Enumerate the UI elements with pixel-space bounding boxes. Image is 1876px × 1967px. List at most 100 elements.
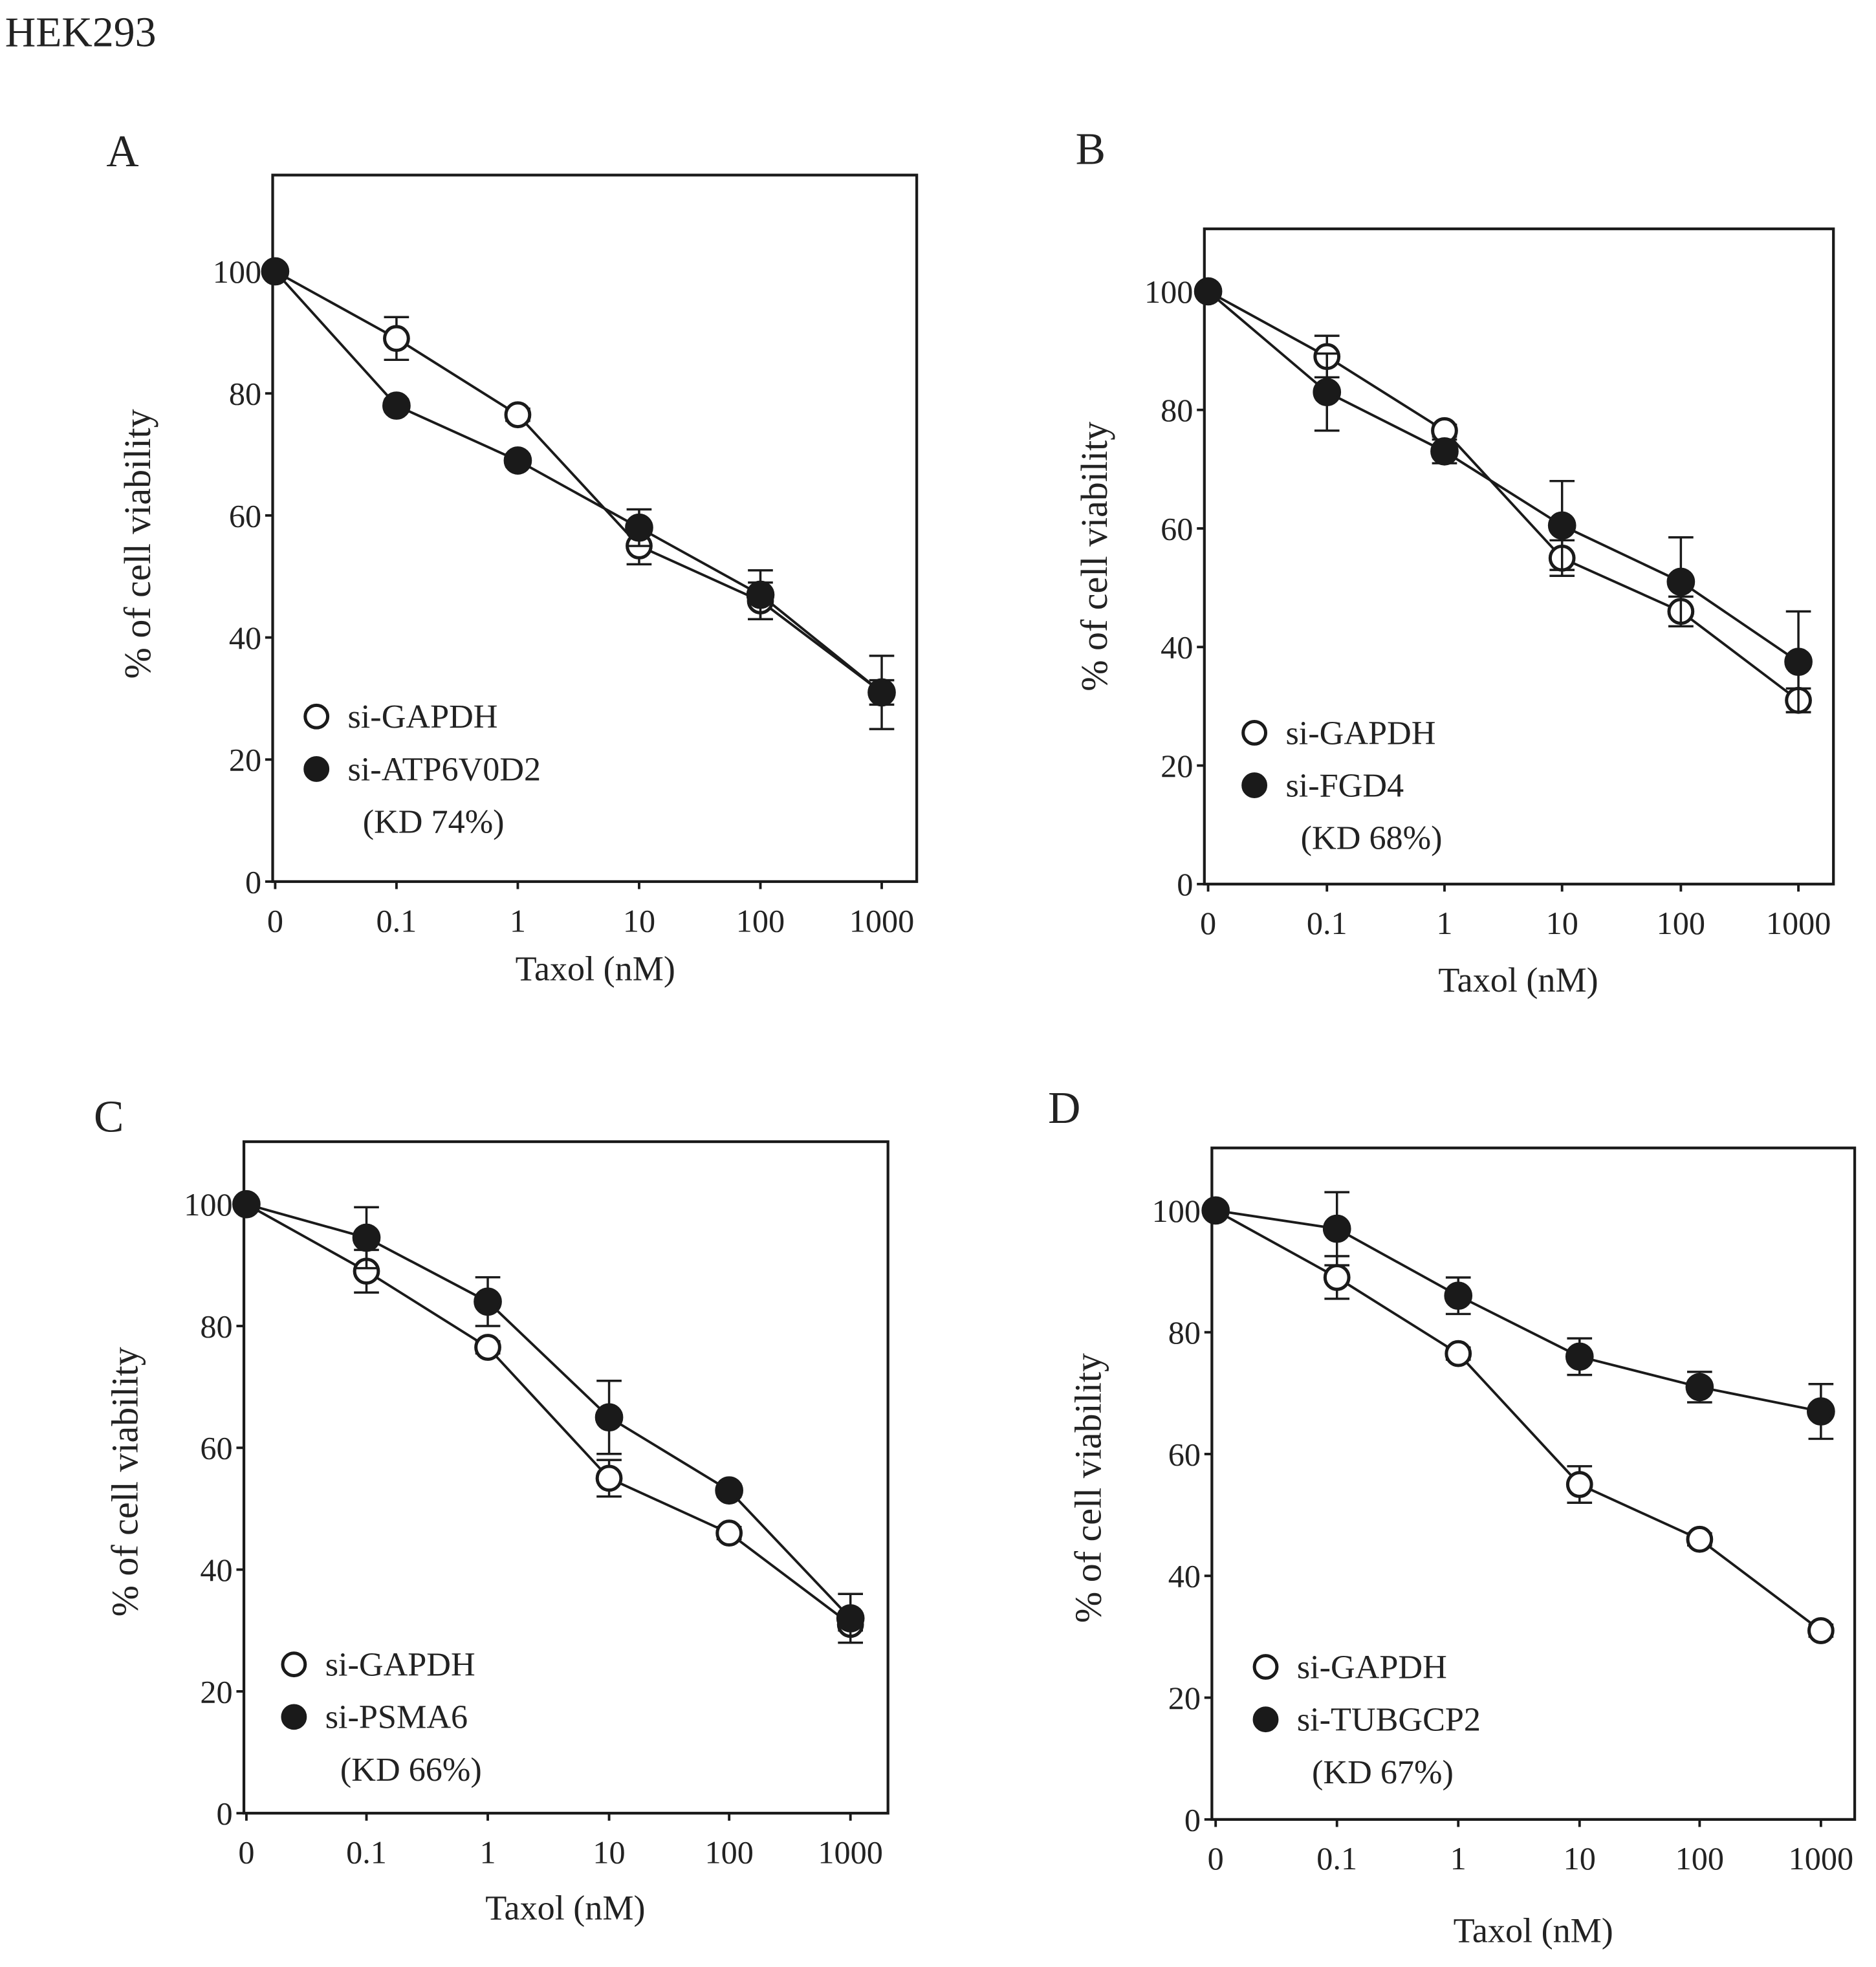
data-point — [261, 257, 290, 286]
data-point — [1194, 277, 1223, 306]
legend-label: si-FGD4 — [1285, 766, 1404, 804]
y-tick-label: 80 — [1168, 1314, 1201, 1351]
x-tick-label: 10 — [623, 902, 655, 939]
data-point — [503, 446, 532, 475]
legend-label: si-GAPDH — [348, 698, 498, 735]
data-point — [1444, 1281, 1473, 1310]
knockdown-note: (KD 68%) — [1301, 820, 1443, 857]
plot-frame — [271, 173, 919, 884]
x-tick-label: 100 — [704, 1834, 753, 1871]
x-tick-label: 0 — [1200, 905, 1216, 941]
x-tick-label: 100 — [1657, 905, 1705, 941]
data-point — [1322, 1214, 1351, 1243]
y-axis-label: % of cell viability — [1073, 422, 1115, 691]
y-axis-label: % of cell viability — [104, 1347, 146, 1616]
y-tick-label: 80 — [200, 1308, 232, 1344]
knockdown-note: (KD 67%) — [1312, 1754, 1454, 1791]
data-point — [1807, 1617, 1835, 1644]
series-line — [1215, 1209, 1822, 1632]
data-point — [232, 1190, 261, 1219]
legend-label: si-TUBGCP2 — [1297, 1701, 1481, 1739]
data-point — [382, 391, 411, 420]
x-axis-label: Taxol (nM) — [516, 950, 675, 988]
x-tick-label: 1 — [510, 902, 526, 939]
series-si-gapdh — [1202, 1197, 1835, 1644]
y-tick-label: 60 — [1168, 1436, 1201, 1472]
series-line — [274, 270, 883, 693]
data-point — [595, 1464, 623, 1492]
y-tick-label: 20 — [1168, 1680, 1201, 1716]
x-tick-label: 0.1 — [1307, 905, 1347, 941]
y-tick-label: 80 — [1161, 392, 1193, 428]
legend-marker — [1252, 1706, 1279, 1733]
legend-label: si-PSMA6 — [325, 1699, 468, 1736]
data-point — [1565, 1471, 1593, 1498]
y-tick-label: 0 — [245, 864, 261, 900]
data-point — [1666, 567, 1696, 596]
y-tick-label: 20 — [229, 742, 261, 778]
legend-label: si-GAPDH — [1297, 1648, 1447, 1686]
series-si-atp6v0d2 — [261, 257, 896, 730]
x-tick-label: 1000 — [849, 902, 915, 939]
legend-marker — [303, 756, 330, 782]
x-tick-label: 1000 — [818, 1834, 883, 1871]
y-tick-label: 100 — [184, 1186, 232, 1223]
series-line — [1207, 290, 1800, 663]
series-line — [1215, 1209, 1822, 1413]
data-point — [1686, 1525, 1714, 1553]
x-tick-label: 100 — [736, 902, 785, 939]
data-point — [1784, 647, 1813, 677]
plot-frame — [1203, 227, 1835, 886]
plot-frame — [1210, 1146, 1857, 1821]
y-tick-label: 0 — [217, 1796, 233, 1832]
y-tick-label: 40 — [1161, 629, 1193, 666]
data-point — [1547, 511, 1576, 540]
x-tick-label: 0 — [267, 902, 283, 939]
legend-marker — [1241, 719, 1268, 746]
x-tick-label: 0.1 — [376, 902, 417, 939]
data-point — [836, 1604, 865, 1633]
x-tick-label: 1 — [1436, 905, 1452, 941]
y-tick-label: 40 — [1168, 1558, 1201, 1594]
x-axis-label: Taxol (nM) — [485, 1889, 645, 1928]
legend-label: si-GAPDH — [1285, 714, 1435, 752]
data-point — [1445, 1340, 1472, 1367]
legend-marker — [1241, 772, 1268, 798]
y-tick-label: 60 — [1161, 510, 1193, 547]
series-line — [246, 1202, 852, 1620]
x-tick-label: 0 — [1208, 1840, 1224, 1876]
data-point — [504, 401, 532, 429]
y-tick-label: 0 — [1184, 1801, 1201, 1838]
legend-marker — [303, 703, 330, 730]
data-point — [1323, 1264, 1351, 1291]
panel-letter: C — [94, 1092, 124, 1142]
y-tick-label: 100 — [213, 254, 261, 290]
y-tick-label: 20 — [200, 1673, 232, 1710]
y-tick-label: 40 — [200, 1552, 232, 1588]
data-point — [474, 1334, 501, 1361]
y-tick-label: 60 — [200, 1430, 232, 1466]
knockdown-note: (KD 66%) — [340, 1751, 482, 1788]
x-tick-label: 0.1 — [1316, 1840, 1357, 1876]
data-point — [1807, 1397, 1835, 1426]
data-point — [715, 1476, 743, 1505]
x-tick-label: 1 — [479, 1834, 496, 1871]
data-point — [625, 513, 653, 542]
x-tick-label: 1 — [1450, 1840, 1467, 1876]
x-tick-label: 0.1 — [346, 1834, 387, 1871]
y-tick-label: 40 — [229, 620, 261, 656]
data-point — [715, 1519, 743, 1547]
panel-letter: B — [1076, 124, 1106, 174]
legend-label: si-ATP6V0D2 — [348, 750, 541, 788]
series-line — [245, 1203, 851, 1625]
knockdown-note: (KD 74%) — [363, 803, 505, 841]
x-tick-label: 10 — [1546, 905, 1578, 941]
y-tick-label: 100 — [1144, 274, 1193, 310]
data-point — [1313, 378, 1342, 407]
x-tick-label: 0 — [238, 1834, 254, 1871]
figure-title: HEK293 — [5, 9, 157, 56]
data-point — [867, 678, 896, 707]
panel-letter: D — [1048, 1083, 1080, 1133]
